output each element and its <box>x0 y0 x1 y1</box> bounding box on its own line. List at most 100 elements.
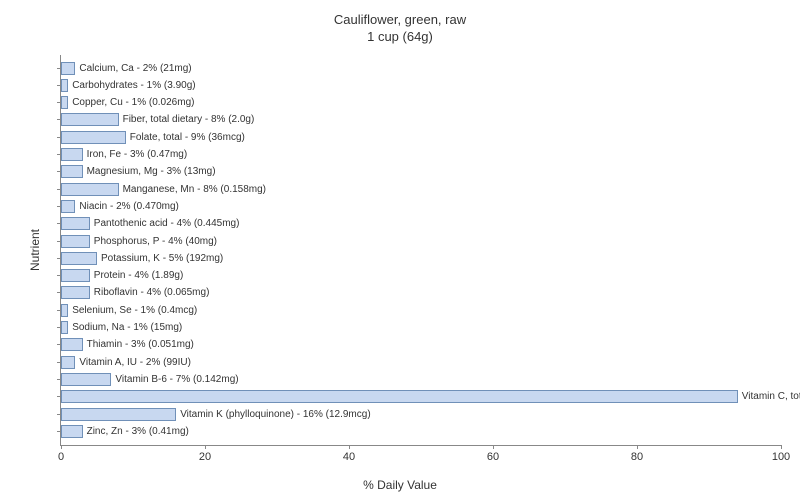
bar-row: Potassium, K - 5% (192mg) <box>61 251 223 265</box>
bar-label: Vitamin B-6 - 7% (0.142mg) <box>115 374 238 385</box>
bar-row: Vitamin K (phylloquinone) - 16% (12.9mcg… <box>61 407 371 421</box>
x-tick-label: 80 <box>631 451 643 463</box>
bar-label: Iron, Fe - 3% (0.47mg) <box>87 149 188 160</box>
x-tick-mark <box>349 445 350 449</box>
bar-label: Potassium, K - 5% (192mg) <box>101 253 223 264</box>
y-tick-mark <box>57 275 61 276</box>
x-tick-mark <box>637 445 638 449</box>
bar-label: Pantothenic acid - 4% (0.445mg) <box>94 218 240 229</box>
bar-row: Calcium, Ca - 2% (21mg) <box>61 61 192 75</box>
bar <box>61 148 83 161</box>
y-tick-mark <box>57 310 61 311</box>
bar <box>61 165 83 178</box>
y-tick-mark <box>57 379 61 380</box>
y-tick-mark <box>57 137 61 138</box>
bar <box>61 425 83 438</box>
bar-label: Phosphorus, P - 4% (40mg) <box>94 236 217 247</box>
x-tick-mark <box>781 445 782 449</box>
y-tick-mark <box>57 362 61 363</box>
y-tick-mark <box>57 189 61 190</box>
bar-row: Vitamin A, IU - 2% (99IU) <box>61 355 191 369</box>
bar <box>61 373 111 386</box>
bar-row: Vitamin C, total ascorbic acid - 94% (56… <box>61 390 800 404</box>
bar-row: Phosphorus, P - 4% (40mg) <box>61 234 217 248</box>
nutrition-chart: Cauliflower, green, raw 1 cup (64g) Nutr… <box>0 0 800 500</box>
bar <box>61 96 68 109</box>
bar-row: Fiber, total dietary - 8% (2.0g) <box>61 113 254 127</box>
bar-row: Copper, Cu - 1% (0.026mg) <box>61 96 194 110</box>
x-tick-label: 20 <box>199 451 211 463</box>
bar-label: Niacin - 2% (0.470mg) <box>79 201 178 212</box>
x-tick-label: 40 <box>343 451 355 463</box>
bar-label: Sodium, Na - 1% (15mg) <box>72 322 182 333</box>
y-tick-mark <box>57 171 61 172</box>
bar-label: Calcium, Ca - 2% (21mg) <box>79 63 191 74</box>
title-line-2: 1 cup (64g) <box>0 29 800 46</box>
bar-row: Protein - 4% (1.89g) <box>61 269 183 283</box>
bar-label: Fiber, total dietary - 8% (2.0g) <box>123 114 255 125</box>
bar <box>61 286 90 299</box>
bar-label: Vitamin A, IU - 2% (99IU) <box>79 357 191 368</box>
x-tick-label: 100 <box>772 451 790 463</box>
bar-row: Niacin - 2% (0.470mg) <box>61 199 179 213</box>
y-tick-mark <box>57 223 61 224</box>
bar <box>61 252 97 265</box>
bar-row: Riboflavin - 4% (0.065mg) <box>61 286 209 300</box>
bar-label: Magnesium, Mg - 3% (13mg) <box>87 166 216 177</box>
bar-row: Magnesium, Mg - 3% (13mg) <box>61 165 216 179</box>
y-tick-mark <box>57 102 61 103</box>
bar <box>61 113 119 126</box>
bar <box>61 131 126 144</box>
y-tick-mark <box>57 431 61 432</box>
bar-label: Protein - 4% (1.89g) <box>94 270 184 281</box>
x-axis-label: % Daily Value <box>363 478 437 492</box>
bar-row: Sodium, Na - 1% (15mg) <box>61 321 182 335</box>
y-tick-mark <box>57 241 61 242</box>
bar <box>61 79 68 92</box>
bar-label: Thiamin - 3% (0.051mg) <box>87 339 194 350</box>
bar <box>61 183 119 196</box>
bar <box>61 217 90 230</box>
bar-label: Manganese, Mn - 8% (0.158mg) <box>123 184 266 195</box>
y-tick-mark <box>57 258 61 259</box>
bar <box>61 235 90 248</box>
y-tick-mark <box>57 85 61 86</box>
x-tick-mark <box>493 445 494 449</box>
bar-label: Folate, total - 9% (36mcg) <box>130 132 245 143</box>
y-tick-mark <box>57 344 61 345</box>
bar-row: Folate, total - 9% (36mcg) <box>61 130 245 144</box>
bar-row: Thiamin - 3% (0.051mg) <box>61 338 194 352</box>
bar-row: Selenium, Se - 1% (0.4mcg) <box>61 303 197 317</box>
bar <box>61 356 75 369</box>
bar <box>61 304 68 317</box>
chart-title: Cauliflower, green, raw 1 cup (64g) <box>0 0 800 46</box>
bar-row: Pantothenic acid - 4% (0.445mg) <box>61 217 239 231</box>
y-tick-mark <box>57 414 61 415</box>
bar-label: Selenium, Se - 1% (0.4mcg) <box>72 305 197 316</box>
bar-label: Riboflavin - 4% (0.065mg) <box>94 287 210 298</box>
x-tick-mark <box>205 445 206 449</box>
bar <box>61 321 68 334</box>
y-tick-mark <box>57 68 61 69</box>
bar-row: Vitamin B-6 - 7% (0.142mg) <box>61 372 239 386</box>
bar <box>61 62 75 75</box>
bar-row: Carbohydrates - 1% (3.90g) <box>61 78 196 92</box>
bar-row: Manganese, Mn - 8% (0.158mg) <box>61 182 266 196</box>
bar-label: Zinc, Zn - 3% (0.41mg) <box>87 426 189 437</box>
bar-label: Copper, Cu - 1% (0.026mg) <box>72 97 194 108</box>
y-tick-mark <box>57 119 61 120</box>
bar-row: Zinc, Zn - 3% (0.41mg) <box>61 424 189 438</box>
x-tick-label: 0 <box>58 451 64 463</box>
bar <box>61 338 83 351</box>
bar <box>61 200 75 213</box>
x-tick-mark <box>61 445 62 449</box>
y-axis-label: Nutrient <box>28 229 42 271</box>
y-tick-mark <box>57 206 61 207</box>
title-line-1: Cauliflower, green, raw <box>0 12 800 29</box>
bar <box>61 269 90 282</box>
y-tick-mark <box>57 396 61 397</box>
plot-area: 020406080100Calcium, Ca - 2% (21mg)Carbo… <box>60 55 781 446</box>
bar <box>61 408 176 421</box>
y-tick-mark <box>57 327 61 328</box>
y-tick-mark <box>57 292 61 293</box>
